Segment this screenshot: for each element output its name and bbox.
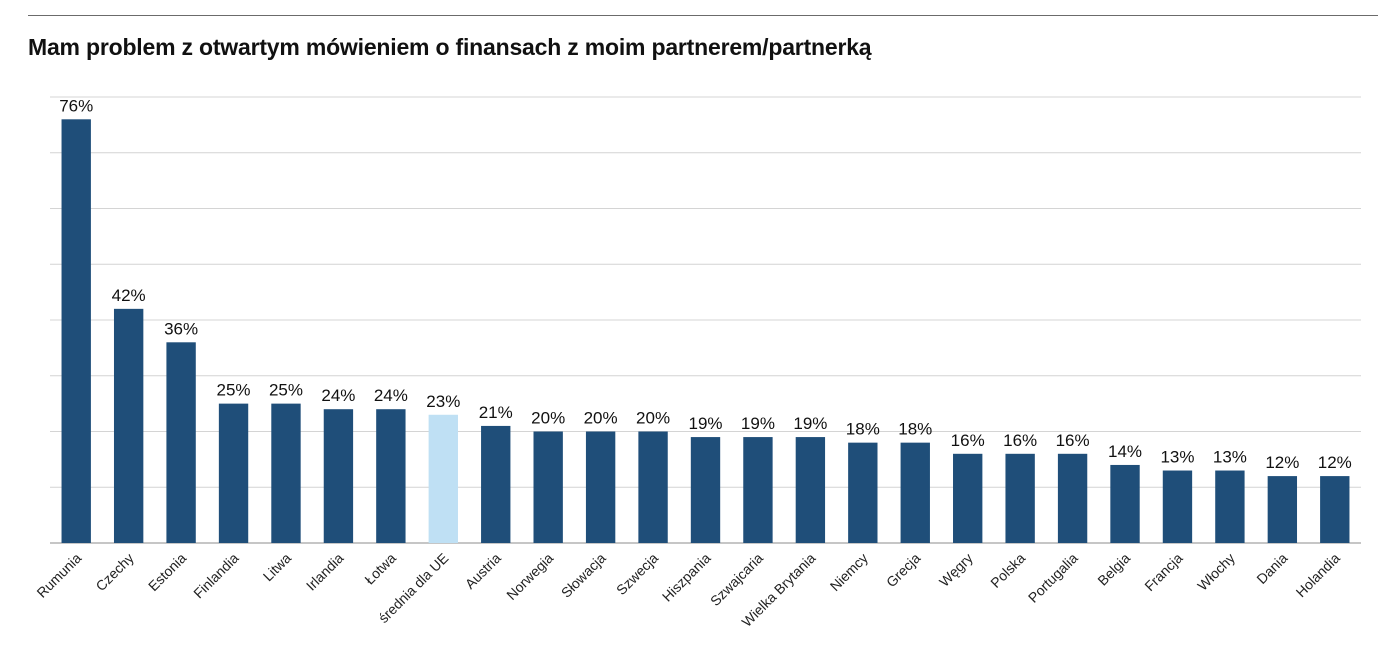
bar (1162, 470, 1193, 543)
data-label: 20% (584, 409, 618, 428)
bar (1005, 453, 1035, 543)
category-label: Litwa (260, 550, 295, 585)
data-label: 13% (1213, 448, 1247, 467)
data-label: 36% (164, 319, 198, 338)
data-label: 25% (269, 381, 303, 400)
bars (61, 119, 1350, 544)
bar (690, 437, 721, 543)
data-label: 19% (688, 414, 722, 433)
data-label: 19% (741, 414, 775, 433)
category-label: Hiszpania (659, 550, 714, 605)
data-label: 24% (374, 386, 408, 405)
bar (271, 403, 301, 543)
data-label: 24% (321, 386, 355, 405)
bar (795, 437, 826, 543)
category-label: Łotwa (361, 550, 399, 588)
data-label: 18% (898, 420, 932, 439)
data-label: 14% (1108, 442, 1142, 461)
category-label: Węgry (936, 550, 976, 590)
chart-title: Mam problem z otwartym mówieniem o finan… (28, 34, 872, 60)
data-label: 21% (479, 403, 513, 422)
category-label: Dania (1253, 550, 1290, 587)
data-label: 76% (59, 96, 93, 115)
gridlines (50, 96, 1361, 544)
bar (428, 414, 458, 543)
category-label: Austria (462, 550, 504, 592)
category-label: Finlandia (190, 550, 242, 602)
category-label: Włochy (1194, 550, 1238, 594)
bar (61, 119, 91, 544)
bar (113, 308, 144, 543)
data-label: 13% (1160, 448, 1194, 467)
bar (848, 442, 878, 543)
category-label: Estonia (145, 550, 189, 594)
bar (900, 442, 930, 543)
category-label: Francja (1141, 550, 1185, 594)
bar (1110, 464, 1140, 543)
category-label: Szwecja (613, 550, 661, 598)
bar (1267, 476, 1298, 543)
category-label: Portugalia (1025, 550, 1081, 606)
category-label: Belgia (1094, 550, 1133, 589)
category-label: Holandia (1293, 550, 1344, 601)
data-label: 16% (951, 431, 985, 450)
data-label: 16% (1003, 431, 1037, 450)
bar (376, 409, 406, 543)
category-label: Norwegia (503, 550, 556, 603)
category-label: Czechy (92, 550, 136, 594)
top-rule (28, 15, 1378, 16)
data-label: 20% (636, 409, 670, 428)
bar (585, 431, 616, 543)
data-label: 18% (846, 420, 880, 439)
bar (323, 409, 354, 543)
data-label: 25% (217, 381, 251, 400)
data-label: 12% (1265, 453, 1299, 472)
data-label: 16% (1056, 431, 1090, 450)
category-label: Irlandia (303, 550, 347, 594)
bar (533, 431, 563, 543)
bar (481, 425, 511, 543)
category-label: Polska (987, 550, 1028, 591)
category-label: Słowacja (558, 550, 609, 601)
category-label: Rumunia (33, 550, 84, 601)
bar (743, 437, 773, 543)
data-label: 20% (531, 409, 565, 428)
data-label: 23% (426, 392, 460, 411)
category-tick-labels: Rumunia Czechy Estonia Finlandia Litwa Irland… (33, 550, 1343, 630)
data-labels: 76% 42% 36% 25% 25% 24% 24% 23% 21% 20% 20% 20% 19% 1… (59, 96, 1352, 472)
bar (1215, 470, 1245, 543)
data-label: 19% (793, 414, 827, 433)
bar (1057, 453, 1088, 543)
category-label: Niemcy (827, 550, 871, 594)
data-label: 42% (112, 286, 146, 305)
bar (953, 453, 983, 543)
bar (1320, 476, 1350, 543)
data-label: 12% (1318, 453, 1352, 472)
bar (218, 403, 249, 543)
category-label: Grecja (883, 550, 924, 591)
bar (638, 431, 668, 543)
bar (166, 342, 196, 543)
